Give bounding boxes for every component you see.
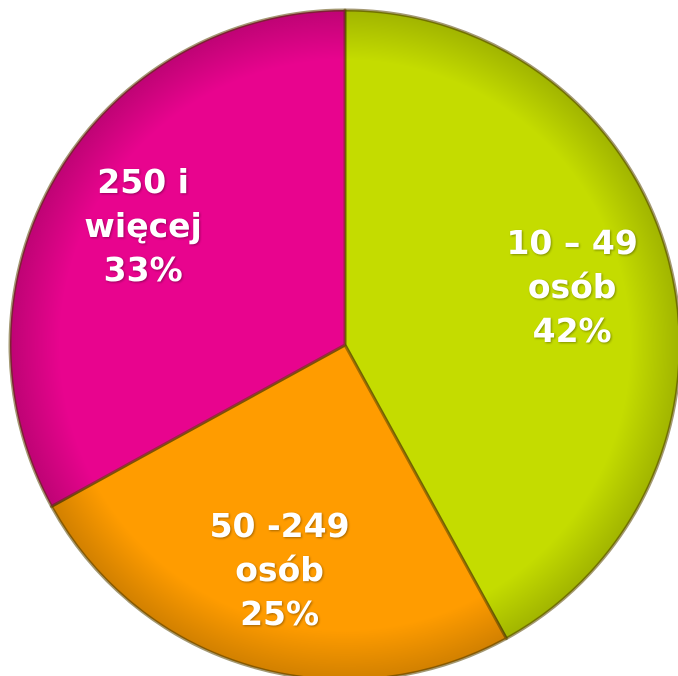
slice-value-label: 33%: [103, 249, 183, 289]
slice-value-label: 25%: [240, 594, 320, 634]
slice-label: 10 – 49 osób 42%: [487, 221, 657, 353]
slice-category: 50 -249 osób: [209, 506, 350, 590]
slice-category: 250 i więcej: [84, 161, 202, 245]
slice-category: 10 – 49 osób: [506, 222, 638, 306]
slice-label: 250 i więcej 33%: [58, 160, 228, 292]
slice-label: 50 -249 osób 25%: [195, 504, 365, 636]
slice-value-label: 42%: [532, 310, 612, 350]
